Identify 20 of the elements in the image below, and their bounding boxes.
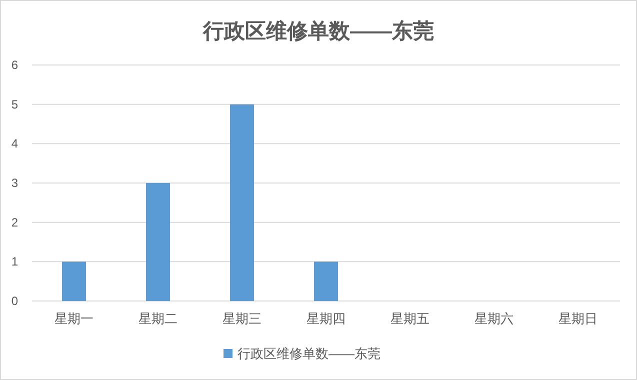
x-tick-label: 星期三 [222, 311, 262, 326]
x-tick-label: 星期五 [390, 311, 430, 326]
x-tick-label: 星期六 [474, 311, 514, 326]
y-tick-label: 4 [11, 136, 18, 151]
bar [230, 104, 254, 301]
bar [314, 262, 338, 301]
x-tick-label: 星期日 [558, 311, 598, 326]
x-tick-label: 星期二 [138, 311, 178, 326]
y-tick-label: 3 [11, 176, 18, 190]
x-tick-label: 星期一 [54, 311, 94, 326]
y-tick-label: 5 [11, 97, 18, 112]
x-tick-label: 星期四 [306, 311, 346, 326]
y-tick-label: 1 [11, 254, 18, 269]
legend-label: 行政区维修单数——东莞 [238, 346, 380, 361]
chart-title: 行政区维修单数——东莞 [202, 19, 434, 43]
y-tick-label: 2 [11, 215, 18, 230]
bar [62, 262, 86, 301]
bar [146, 183, 170, 301]
y-tick-label: 6 [11, 58, 18, 72]
y-tick-label: 0 [11, 294, 18, 308]
